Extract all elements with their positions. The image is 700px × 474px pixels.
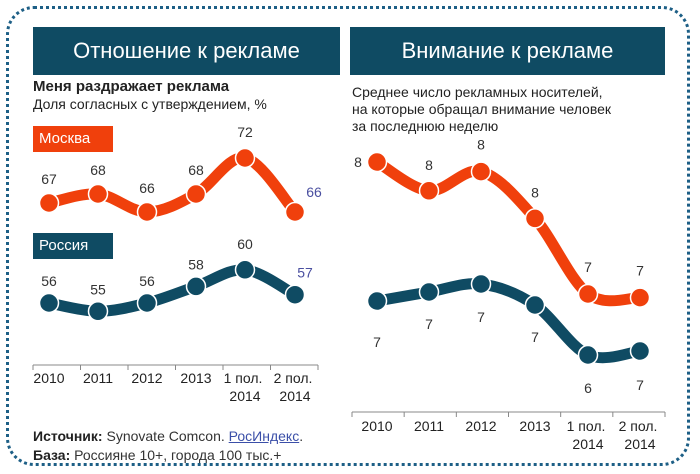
data-label: 7 [531,329,539,345]
data-label: 55 [90,281,106,297]
data-point [234,147,256,169]
data-label: 7 [425,316,433,332]
left-header: Отношение к рекламе [33,27,340,75]
x-tick-label: 2 пол. [274,370,313,386]
data-label: 7 [373,334,381,350]
data-point [87,183,109,205]
data-label: 7 [636,377,644,393]
data-point [234,259,256,281]
source-note: Источник: Synovate Comcon. РосИндекс. [33,428,303,444]
x-tick-label: 2014 [624,436,655,452]
data-point [87,301,109,322]
x-tick-label: 2010 [361,418,392,434]
data-point [284,201,306,223]
data-label: 72 [237,124,253,140]
x-tick-label: 2013 [180,370,211,386]
data-point [185,183,207,205]
data-label: 7 [636,263,644,279]
legend-moscow: Москва [33,126,113,152]
data-label: 8 [354,154,362,170]
right-title-line: на которые обращал внимание человек [352,101,612,117]
x-tick-label: 2013 [519,418,550,434]
data-point [366,151,388,173]
right-header: Внимание к рекламе [350,27,665,75]
x-tick-label: 1 пол. [567,418,606,434]
data-label: 58 [188,256,204,272]
dotted-frame [6,6,690,466]
data-point [136,292,158,314]
x-tick-label: 2010 [33,370,64,386]
data-point [366,290,388,312]
data-point [284,284,306,305]
series-line [43,152,301,218]
base-note: База: Россияне 10+, города 100 тыс.+ [33,447,281,463]
data-point [470,273,492,295]
data-point [136,201,158,223]
data-label: 8 [477,137,485,153]
data-label: 68 [90,162,106,178]
data-label: 67 [41,171,57,187]
data-label: 68 [188,162,204,178]
data-point [577,283,599,305]
x-tick-label: 1 пол. [224,370,263,386]
right-title-line: Среднее число рекламных носителей, [352,84,603,100]
data-point [38,192,60,214]
data-point [524,294,546,316]
data-point [629,340,651,362]
data-point [629,287,651,308]
data-point [470,161,492,182]
data-label: 56 [41,273,57,289]
data-label: 66 [139,180,155,196]
data-point [418,281,440,303]
data-point [185,276,207,297]
x-tick-label: 2014 [572,436,603,452]
base-label: База: [33,447,71,463]
series-line [43,264,301,317]
data-label: 57 [297,265,313,281]
x-tick-label: 2012 [131,370,162,386]
source-tail: . [299,428,304,444]
data-label: 7 [477,309,485,325]
right-title-line: за последнюю неделю [352,118,499,134]
data-label: 56 [139,273,155,289]
x-tick-label: 2014 [229,388,260,404]
x-tick-label: 2 пол. [619,418,658,434]
data-point [524,208,546,229]
x-tick-label: 2012 [465,418,496,434]
series-line [371,156,646,307]
rosindex-link[interactable]: РосИндекс [228,428,300,444]
data-label: 60 [237,236,253,252]
data-point [418,180,440,202]
data-label: 6 [584,380,592,396]
x-tick-label: 2011 [414,418,444,434]
source-label: Источник: [33,428,103,444]
data-label: 8 [531,184,539,200]
data-label: 7 [584,259,592,275]
left-chart-subtitle: Доля согласных с утверждением, % [33,96,267,112]
legend-russia: Россия [33,233,113,259]
x-tick-label: 2011 [83,370,113,386]
data-point [577,344,599,366]
data-label: 8 [425,157,433,173]
left-chart-title: Меня раздражает реклама [33,78,230,95]
data-label: 66 [306,184,322,200]
source-text: Synovate Comcon. [106,428,225,444]
base-text: Россияне 10+, города 100 тыс.+ [74,447,282,463]
data-point [38,292,60,314]
x-tick-label: 2014 [279,388,310,404]
